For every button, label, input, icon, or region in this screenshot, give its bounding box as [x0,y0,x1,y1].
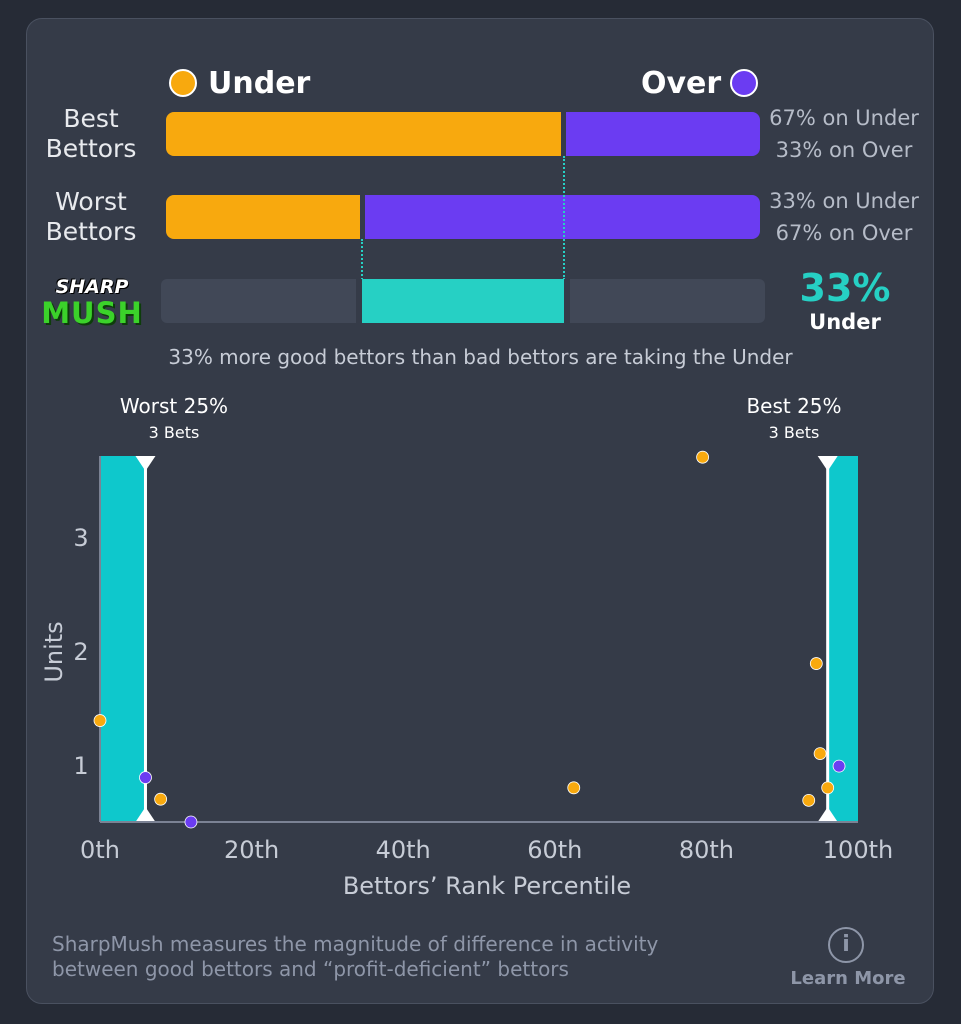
under-point [821,781,835,795]
worst-zone-count: 3 Bets [148,423,200,442]
x-tick-label: 0th [80,836,120,864]
best-zone-count: 3 Bets [768,423,820,442]
over-legend-label: Over [641,66,722,101]
under-point [813,747,827,760]
sharpmush-card [26,18,934,1004]
y-tick-label: 1 [73,752,88,780]
best-zone-marker-top [817,456,838,471]
x-tick-label: 20th [224,836,279,864]
worst-under-bar [166,195,360,239]
x-tick-label: 80th [679,836,734,864]
under-point [696,450,710,464]
diff-gap-left [356,279,363,323]
x-tick-label: 100th [823,836,893,864]
diff-fill-bar [362,279,564,323]
y-tick-label: 3 [73,524,88,552]
worst-zone-marker-bottom [135,807,156,822]
diff-direction: Under [809,310,881,334]
diff-value: 33% [799,266,891,310]
best-bettors-label: Best Bettors [45,104,137,163]
under-point [567,781,581,795]
sharpmush-logo: SHARP MUSH [41,276,143,330]
best-split-dotted-line [562,156,565,280]
best-zone-label: Best 25% [746,394,842,418]
learn-more-link[interactable]: Learn More [790,968,906,989]
summary-text: 33% more good bettors than bad bettors a… [168,345,793,369]
x-tick-label: 40th [376,836,431,864]
over-point [832,759,846,773]
x-tick-label: 60th [527,836,582,864]
under-legend-dot [169,69,197,97]
worst-zone-label: Worst 25% [119,394,229,418]
worst-pct-text: 33% on Under 67% on Over [769,189,919,245]
footer-description: SharpMush measures the magnitude of diff… [52,932,659,981]
best-pct-text: 67% on Under 33% on Over [769,106,919,162]
y-axis-label: Units [40,621,68,682]
best-over-bar [566,112,760,156]
under-point [93,714,107,727]
under-point [809,657,823,670]
best-zone-marker-bottom [817,807,838,822]
worst-zone-band [100,456,146,822]
under-legend-label: Under [208,66,311,101]
worst-bettors-label: Worst Bettors [45,187,137,246]
diff-gap-right [563,279,570,323]
over-legend-dot [730,69,758,97]
best-under-bar [166,112,562,156]
over-point [139,771,152,784]
worst-over-bar [364,195,760,239]
under-point [802,793,816,807]
y-tick-label: 2 [73,638,88,666]
worst-zone-marker-top [135,456,156,471]
info-icon[interactable]: i [828,927,864,963]
worst-split-dotted-line [361,239,364,280]
over-point [184,815,198,829]
under-point [154,792,168,806]
x-axis-label: Bettors’ Rank Percentile [343,872,631,900]
